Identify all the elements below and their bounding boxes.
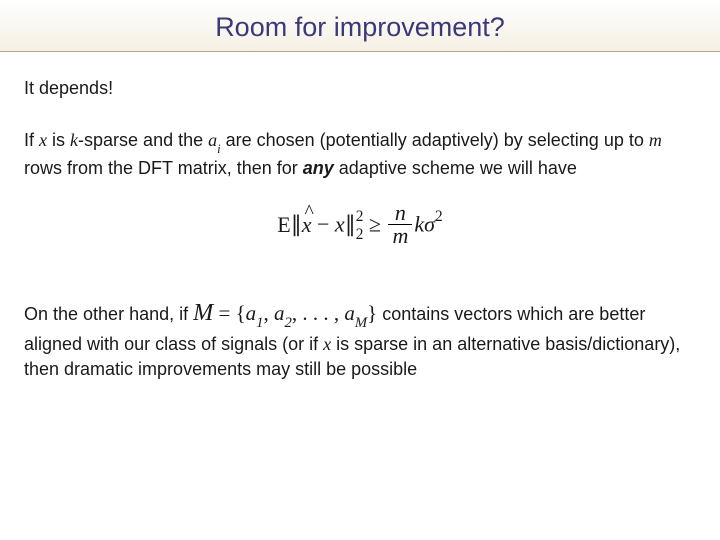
a: a — [344, 301, 355, 325]
text: are chosen (potentially adaptively) by s… — [221, 130, 649, 150]
var-k: k — [70, 130, 78, 150]
var-xhat: x — [302, 210, 312, 240]
norm-open: ∥ — [291, 212, 302, 237]
text: -sparse and the — [78, 130, 208, 150]
norm-close: ∥ — [345, 212, 356, 237]
para-dft-bound: If x is k-sparse and the ai are chosen (… — [24, 128, 696, 180]
a: a — [246, 301, 257, 325]
var-x: x — [335, 212, 345, 237]
minus: − — [312, 212, 335, 237]
text: rows from the DFT matrix, then for — [24, 158, 303, 178]
text: is — [47, 130, 70, 150]
sub-i: i — [217, 142, 221, 156]
var-x: x — [323, 334, 331, 354]
sub-2: 2 — [356, 226, 364, 243]
geq: ≥ — [363, 212, 386, 237]
sup-2: 2 — [356, 208, 364, 225]
a2: a2 — [274, 301, 292, 325]
a: a — [274, 301, 285, 325]
var-a: a — [208, 130, 217, 150]
emph-any: any — [303, 158, 334, 178]
var-sigma: σ — [424, 212, 435, 237]
formula-lower-bound: E∥x − x∥22 ≥ nmkσ2 — [24, 204, 696, 249]
var-m: m — [649, 130, 662, 150]
a1: a1 — [246, 301, 264, 325]
comma: , — [264, 301, 275, 325]
text: If — [24, 130, 39, 150]
rbrace: } — [367, 301, 377, 325]
var-k: k — [414, 212, 424, 237]
var-ai: ai — [208, 130, 221, 150]
title-bar: Room for improvement? — [0, 0, 720, 52]
sup-2b: 2 — [435, 208, 443, 225]
text: On the other hand, if — [24, 304, 193, 324]
para-on-other-hand: On the other hand, if M = {a1, a2, . . .… — [24, 297, 696, 381]
fraction-n-over-m: nm — [388, 202, 412, 247]
denominator-m: m — [388, 225, 412, 247]
aM: aM — [344, 301, 367, 325]
var-x: x — [39, 130, 47, 150]
slide-body: It depends! If x is k-sparse and the ai … — [0, 52, 720, 381]
cal-M: M — [193, 299, 213, 326]
slide-title: Room for improvement? — [0, 12, 720, 43]
dots: , . . . , — [292, 301, 345, 325]
set-M-def: M = {a1, a2, . . . , aM} — [193, 301, 377, 325]
para-it-depends: It depends! — [24, 76, 696, 100]
eq: = — [213, 301, 235, 325]
sub1: 1 — [256, 315, 263, 331]
text: adaptive scheme we will have — [334, 158, 577, 178]
sub2: 2 — [285, 315, 292, 331]
numerator-n: n — [388, 202, 412, 225]
lbrace: { — [236, 301, 246, 325]
sym-expectation: E — [277, 212, 290, 237]
subM: M — [355, 315, 367, 331]
